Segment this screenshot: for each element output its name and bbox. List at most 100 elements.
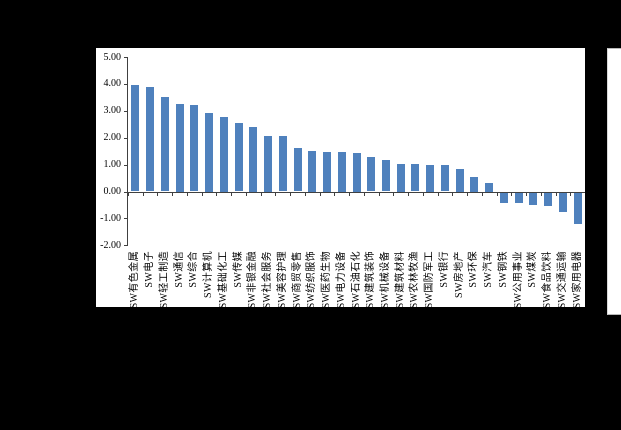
category-label: SW机械设备: [380, 251, 391, 307]
bar-SW银行: [441, 165, 449, 191]
category-label: SW煤炭: [527, 251, 538, 288]
category-label: SW家用电器: [572, 251, 583, 307]
bar-SW煤炭: [529, 193, 537, 205]
bar-SW钢铁: [500, 193, 508, 203]
x-axis-tick: [408, 193, 409, 196]
category-label: SW公用事业: [513, 251, 524, 307]
category-label: SW综合: [188, 251, 199, 288]
category-label: SW电力设备: [336, 251, 347, 307]
bar-SW国防军工: [426, 165, 434, 192]
y-axis-tick: [124, 111, 128, 112]
bar-SW机械设备: [382, 160, 390, 191]
category-label: SW钢铁: [498, 251, 509, 288]
adjacent-chart-edge: [607, 48, 621, 315]
category-label: SW交通运输: [557, 251, 568, 307]
y-axis-tick: [124, 138, 128, 139]
category-label: SW房地产: [454, 251, 465, 298]
bar-SW电力设备: [338, 152, 346, 192]
x-axis-tick: [570, 193, 571, 196]
bar-SW电子: [146, 87, 154, 191]
bar-SW基础化工: [220, 117, 228, 192]
x-axis-tick: [320, 193, 321, 196]
bar-SW计算机: [205, 113, 213, 192]
category-label: SW汽车: [483, 251, 494, 288]
category-label: SW银行: [439, 251, 450, 288]
x-axis-tick: [128, 193, 129, 196]
x-axis-tick: [482, 193, 483, 196]
category-label: SW有色金属: [129, 251, 140, 307]
x-axis-tick: [364, 193, 365, 196]
y-axis-tick-label: 0.00: [103, 186, 122, 197]
category-label: SW通信: [174, 251, 185, 288]
y-axis-tick: [124, 165, 128, 166]
y-axis-tick-label: 2.00: [103, 132, 122, 143]
bar-SW房地产: [456, 169, 464, 192]
x-axis-tick: [157, 193, 158, 196]
y-axis-tick: [124, 218, 128, 219]
category-label: SW基础化工: [218, 251, 229, 307]
category-label: SW非银金融: [247, 251, 258, 307]
category-label: SW计算机: [203, 251, 214, 298]
x-axis-tick: [261, 193, 262, 196]
x-axis-line: [128, 192, 585, 193]
x-axis-tick: [467, 193, 468, 196]
x-axis-tick: [143, 193, 144, 196]
category-label: SW轻工制造: [159, 251, 170, 307]
x-axis-tick: [393, 193, 394, 196]
x-axis-tick: [290, 193, 291, 196]
category-label: SW石油石化: [351, 251, 362, 307]
bar-SW汽车: [485, 183, 493, 192]
y-axis-tick-label: 1.00: [103, 159, 122, 170]
category-label: SW传媒: [233, 251, 244, 288]
y-axis-tick-label: -1.00: [100, 213, 121, 224]
bar-SW美容护理: [279, 136, 287, 191]
x-axis-tick: [172, 193, 173, 196]
x-axis-tick: [526, 193, 527, 196]
bar-SW家用电器: [574, 193, 582, 224]
bar-SW社会服务: [264, 136, 272, 192]
bar-SW轻工制造: [161, 97, 169, 191]
bar-SW非银金融: [249, 127, 257, 192]
category-label: SW社会服务: [262, 251, 273, 307]
category-label: SW建筑装饰: [365, 251, 376, 307]
x-axis-tick: [202, 193, 203, 196]
bar-SW建筑装饰: [367, 157, 375, 191]
category-label: SW环保: [468, 251, 479, 288]
category-label: SW食品饮料: [542, 251, 553, 307]
x-axis-tick: [187, 193, 188, 196]
bar-SW有色金属: [131, 85, 139, 191]
category-label: SW美容护理: [277, 251, 288, 307]
y-axis-line: [127, 57, 128, 247]
category-label: SW农林牧渔: [409, 251, 420, 307]
y-axis-tick-label: -2.00: [100, 240, 121, 251]
category-label: SW商贸零售: [292, 251, 303, 307]
bar-chart-panel: 5.00 4.00 3.00 2.00 1.00 0.00 -1.00 -2.00 SW有色金属…: [96, 48, 585, 307]
x-axis-tick: [334, 193, 335, 196]
bar-SW公用事业: [515, 193, 523, 203]
category-label: SW医药生物: [321, 251, 332, 307]
y-axis-tick-label: 5.00: [103, 52, 122, 63]
category-label: SW国防军工: [424, 251, 435, 307]
bar-SW建筑材料: [397, 164, 405, 192]
bar-SW传媒: [235, 123, 243, 191]
x-axis-tick: [497, 193, 498, 196]
bar-SW交通运输: [559, 193, 567, 212]
x-axis-tick: [556, 193, 557, 196]
x-axis-tick: [423, 193, 424, 196]
bar-SW商贸零售: [294, 148, 302, 191]
bar-SW医药生物: [323, 152, 331, 192]
y-axis-tick-label: 4.00: [103, 78, 122, 89]
x-axis-tick: [305, 193, 306, 196]
y-axis-tick: [124, 245, 128, 246]
category-label: SW纺织服饰: [306, 251, 317, 307]
bar-SW石油石化: [353, 153, 361, 192]
x-axis-tick: [216, 193, 217, 196]
y-axis-tick: [124, 57, 128, 58]
x-axis-tick: [379, 193, 380, 196]
x-axis-tick: [541, 193, 542, 196]
x-axis-tick: [231, 193, 232, 196]
bar-SW通信: [176, 104, 184, 192]
y-axis-tick: [124, 192, 128, 193]
x-axis-tick: [275, 193, 276, 196]
